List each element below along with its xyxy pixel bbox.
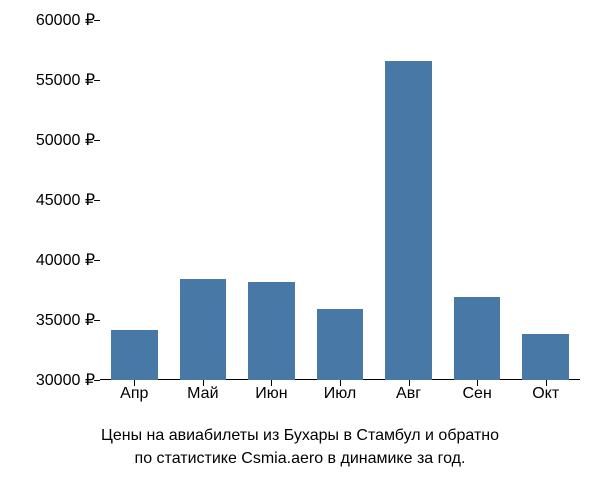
- x-tick-label: Сен: [462, 385, 491, 403]
- y-tick-label: 45000 ₽: [36, 190, 95, 210]
- x-tick-label: Июл: [324, 385, 356, 403]
- caption-line-1: Цены на авиабилеты из Бухары в Стамбул и…: [101, 427, 499, 444]
- chart-caption: Цены на авиабилеты из Бухары в Стамбул и…: [0, 425, 600, 470]
- x-tick-label: Июн: [255, 385, 287, 403]
- bar: [180, 279, 227, 380]
- bar: [454, 297, 501, 380]
- bar: [111, 330, 158, 380]
- x-tick-label: Май: [187, 385, 218, 403]
- y-tick-label: 35000 ₽: [36, 310, 95, 330]
- bar: [248, 282, 295, 380]
- x-axis-labels: Апр Май Июн Июл Авг Сен Окт: [100, 385, 580, 415]
- x-tick-label: Апр: [120, 385, 148, 403]
- bar: [385, 61, 432, 380]
- y-tick-label: 55000 ₽: [36, 70, 95, 90]
- price-chart: 30000 ₽35000 ₽40000 ₽45000 ₽50000 ₽55000…: [100, 20, 580, 380]
- x-tick-label: Окт: [532, 385, 559, 403]
- bar: [522, 334, 569, 380]
- plot-area: [100, 20, 580, 380]
- y-tick-label: 50000 ₽: [36, 130, 95, 150]
- y-tick-label: 60000 ₽: [36, 10, 95, 30]
- y-tick-label: 40000 ₽: [36, 250, 95, 270]
- y-axis-labels: 30000 ₽35000 ₽40000 ₽45000 ₽50000 ₽55000…: [5, 20, 95, 380]
- x-tick-label: Авг: [396, 385, 421, 403]
- caption-line-2: по статистике Csmia.aero в динамике за г…: [135, 450, 466, 467]
- y-tick-label: 30000 ₽: [36, 370, 95, 390]
- bar: [317, 309, 364, 380]
